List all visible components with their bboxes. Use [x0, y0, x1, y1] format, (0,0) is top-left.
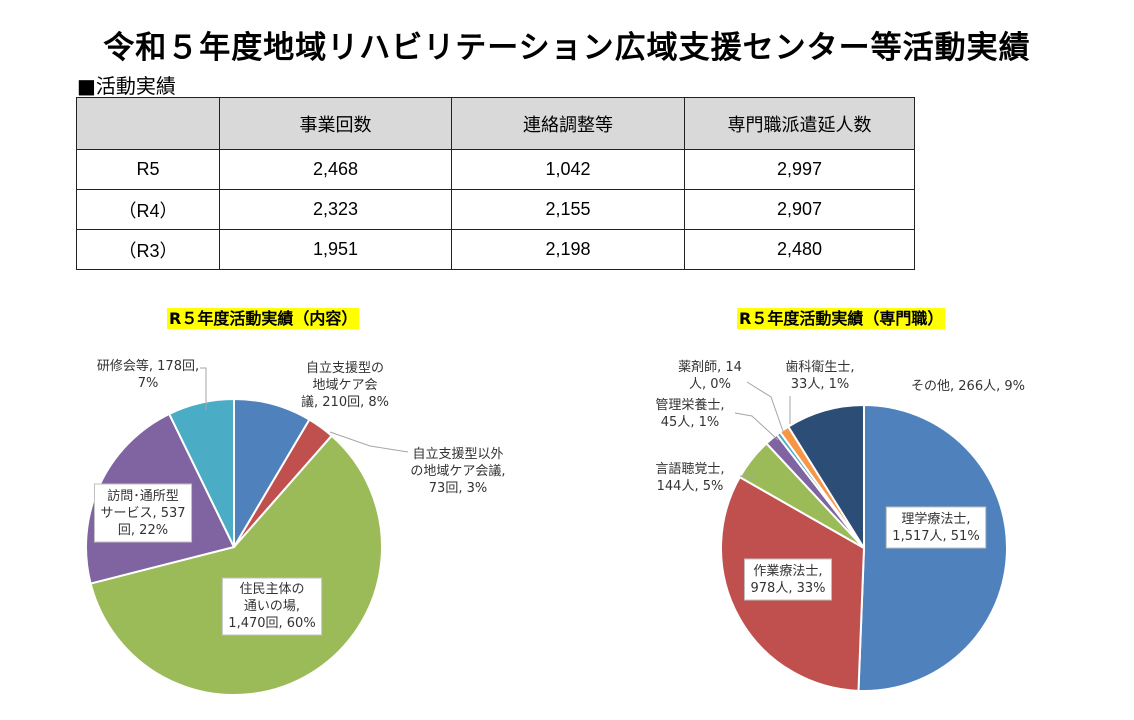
data-label: その他, 266人, 9% [911, 379, 1025, 394]
leader-line [329, 431, 409, 453]
svg-text:理学療法士,1,517人, 51%: 理学療法士, 1,517人, 51% [892, 511, 979, 544]
data-label-box [93, 483, 193, 543]
table-cell: 2,907 [684, 189, 915, 230]
data-label: 理学療法士, 1,517人, 51% [885, 506, 987, 549]
leader-line [200, 367, 207, 410]
data-label: 作業療法士, 978人, 33% [744, 558, 832, 601]
data-label: 自立支援型の地域ケア会議, 210回, 8% [301, 361, 389, 410]
table-cell: 1,042 [451, 149, 685, 190]
svg-text:自立支援型以外の地域ケア会議,73回, 3%: 自立支援型以外の地域ケア会議, 73回, 3% [410, 447, 505, 496]
pie-chart-title-content: R５年度活動実績（内容） [167, 308, 360, 329]
data-label: 言語聴覚士, 144人, 5% [655, 461, 724, 494]
svg-text:言語聴覚士,144人, 5%: 言語聴覚士, 144人, 5% [655, 461, 724, 494]
data-label-box [885, 506, 987, 549]
data-label-box [744, 558, 832, 601]
pie-slice [167, 397, 235, 548]
table-header-row: 事業回数 連絡調整等 専門職派遣延人数 [76, 97, 915, 150]
svg-text:研修会等, 178回,7%: 研修会等, 178回, 7% [97, 358, 199, 391]
leader-line [746, 381, 785, 435]
data-label: 住民主体の通いの場, 1,470回, 60% [221, 577, 323, 636]
table-header-cell [76, 97, 220, 150]
table-row: R5 2,468 1,042 2,997 [76, 149, 915, 190]
table-cell: 2,198 [451, 229, 685, 270]
data-label: 歯科衛生士, 33人, 1% [785, 360, 854, 392]
pie-chart-staff: 理学療法士, 1,517人, 51% 作業療法士, 978人, 33% 言語聴覚士, 14… [655, 359, 1025, 692]
data-label: 薬剤師, 14 人, 0% [678, 359, 742, 392]
table-header-cell: 専門職派遣延人数 [684, 97, 915, 150]
data-label: 自立支援型以外の地域ケア会議, 73回, 3% [410, 447, 505, 496]
data-label: 管理栄養士, 45人, 1% [655, 397, 724, 430]
svg-text:自立支援型の地域ケア会議, 210回, 8%: 自立支援型の地域ケア会議, 210回, 8% [301, 361, 389, 410]
svg-text:薬剤師, 14人, 0%: 薬剤師, 14 人, 0% [678, 359, 742, 392]
activity-table: 事業回数 連絡調整等 専門職派遣延人数 R5 2,468 1,042 2,997… [76, 97, 915, 270]
table-row: （R3） 1,951 2,198 2,480 [76, 229, 915, 270]
svg-text:その他, 266人, 9%: その他, 266人, 9% [911, 379, 1025, 394]
data-label: 研修会等, 178回, 7% [97, 358, 199, 391]
pie-chart-title-staff: R５年度活動実績（専門職） [737, 308, 946, 329]
data-label-box [221, 577, 323, 636]
data-label: 訪問･通所型サービス, 537 回, 22% [93, 483, 193, 543]
leader-line [734, 412, 779, 441]
table-header-cell: 連絡調整等 [451, 97, 685, 150]
svg-text:住民主体の通いの場,1,470回, 60%: 住民主体の通いの場, 1,470回, 60% [228, 582, 315, 631]
table-cell: （R3） [76, 229, 220, 270]
table-header-cell: 事業回数 [219, 97, 452, 150]
svg-text:歯科衛生士,33人, 1%: 歯科衛生士, 33人, 1% [785, 360, 854, 392]
page-title: 令和５年度地域リハビリテーション広域支援センター等活動実績 [103, 30, 1031, 66]
svg-text:作業療法士,978人, 33%: 作業療法士, 978人, 33% [751, 563, 826, 596]
svg-text:管理栄養士,45人, 1%: 管理栄養士, 45人, 1% [655, 397, 724, 430]
table-row: （R4） 2,323 2,155 2,907 [76, 189, 915, 230]
pie-slice [786, 403, 865, 552]
pie-chart-content: 自立支援型の地域ケア会議, 210回, 8% 自立支援型以外の地域ケア会議, 73回… [85, 358, 506, 696]
table-cell: 2,480 [684, 229, 915, 270]
table-cell: （R4） [76, 189, 220, 230]
section-heading: ■活動実績 [77, 74, 176, 98]
